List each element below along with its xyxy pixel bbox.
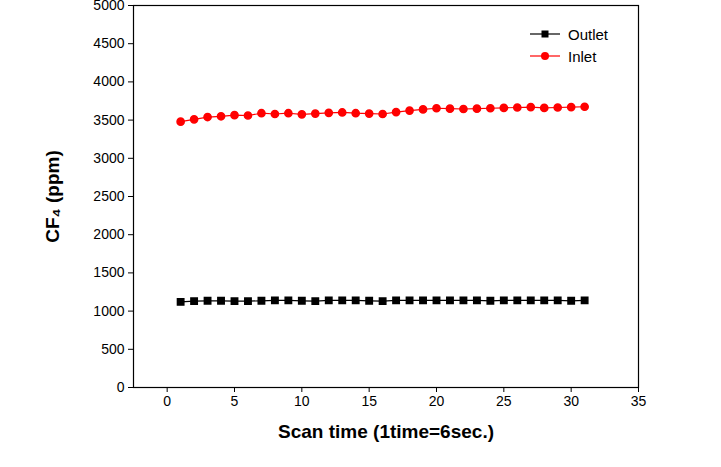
svg-text:1000: 1000	[93, 303, 124, 319]
svg-text:500: 500	[101, 341, 125, 357]
svg-text:0: 0	[163, 393, 171, 409]
svg-text:10: 10	[294, 393, 310, 409]
svg-text:3500: 3500	[93, 112, 124, 128]
svg-text:4500: 4500	[93, 35, 124, 51]
svg-text:15: 15	[361, 393, 377, 409]
svg-text:4000: 4000	[93, 73, 124, 89]
html-text:Inlet: Inlet	[568, 47, 597, 65]
svg-text:2500: 2500	[93, 188, 124, 204]
svg-text:1500: 1500	[93, 264, 124, 280]
svg-text:35: 35	[631, 393, 647, 409]
html-text:Outlet: Outlet	[568, 25, 608, 43]
svg-text:CF₄ (ppm): CF₄ (ppm)	[42, 150, 63, 242]
svg-text:5000: 5000	[93, 0, 124, 13]
svg-text:2000: 2000	[93, 226, 124, 242]
svg-text:30: 30	[563, 393, 579, 409]
svg-text:5: 5	[231, 393, 239, 409]
svg-text:25: 25	[496, 393, 512, 409]
svg-text:20: 20	[429, 393, 445, 409]
svg-text:3000: 3000	[93, 150, 124, 166]
svg-text:Scan time (1time=6sec.): Scan time (1time=6sec.)	[278, 421, 494, 442]
svg-text:0: 0	[117, 379, 125, 395]
